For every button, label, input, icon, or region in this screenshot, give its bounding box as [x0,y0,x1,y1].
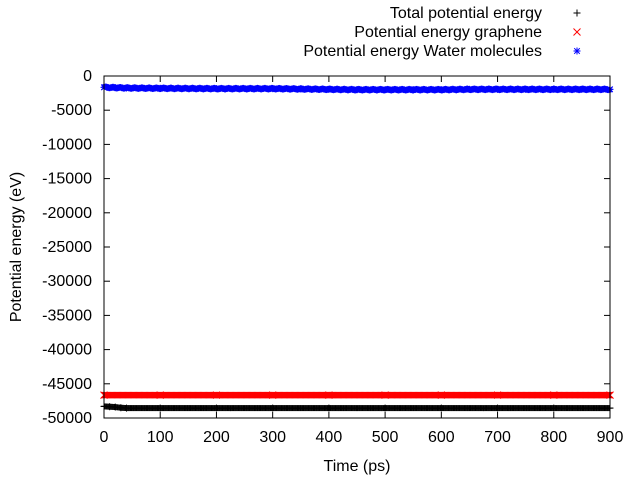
data-point [493,391,502,399]
legend-label: Potential energy graphene [354,24,542,41]
legend-item: Potential energy Water molecules [303,43,581,60]
legend: Total potential energy Potential energy g… [303,5,581,60]
data-point [297,85,305,93]
data-point [437,391,446,399]
series-star [100,83,614,94]
y-axis-title: Potential energy (eV) [8,172,25,322]
data-point [381,404,389,412]
y-tick-label: -20000 [42,205,92,222]
axis-ticks [103,75,611,419]
y-tick-label: -10000 [42,136,92,153]
data-point [111,84,119,92]
legend-marker [573,28,581,36]
data-point [465,85,473,93]
x-tick-label: 800 [540,429,567,446]
data-point [578,85,586,93]
legend-marker [573,47,581,55]
data-point [212,404,220,412]
axis-tick-labels: 0 -5000 -10000 -15000 -20000 -25000 -30000 -350… [42,68,623,446]
data-point [269,404,277,412]
data-point [325,391,333,399]
y-tick-label: -50000 [42,410,92,427]
data-point [381,86,389,94]
data-point [156,404,164,412]
plot-marks [100,83,614,412]
legend-item: Total potential energy [390,5,581,22]
data-point [522,85,530,93]
data-point [605,391,613,399]
series-cross [100,391,614,399]
y-tick-label: -25000 [42,239,92,256]
data-point [494,404,502,412]
data-point [325,85,333,93]
data-point [269,85,277,93]
data-point [325,404,333,412]
y-tick-label: -30000 [42,273,92,290]
y-tick-label: -5000 [51,102,92,119]
data-point [550,404,558,412]
data-point [212,85,220,93]
data-point [604,391,611,399]
data-point [212,391,221,399]
data-point [122,84,130,92]
data-point [437,86,445,94]
data-point [494,85,502,93]
legend-label: Potential energy Water molecules [303,43,542,60]
y-tick-label: -15000 [42,171,92,188]
data-point [381,391,389,399]
x-tick-label: 700 [484,429,511,446]
y-tick-label: 0 [83,68,92,85]
x-tick-label: 500 [372,429,399,446]
y-tick-label: -40000 [42,342,92,359]
data-point [156,391,165,399]
y-tick-label: -35000 [42,307,92,324]
data-point [268,391,277,399]
legend-item: Potential energy graphene [354,24,581,41]
x-axis-title: Time (ps) [324,458,391,475]
x-tick-label: 400 [316,429,343,446]
legend-marker [573,9,581,17]
data-point [122,404,130,412]
data-point [409,86,417,94]
x-tick-label: 200 [203,429,230,446]
x-tick-label: 0 [100,429,109,446]
x-tick-label: 100 [147,429,174,446]
data-point [437,404,445,412]
data-point [550,85,558,93]
x-tick-label: 600 [428,429,455,446]
legend-label: Total potential energy [390,5,542,22]
data-point [111,403,119,411]
data-point [549,391,558,399]
data-point [353,86,361,94]
x-tick-label: 900 [597,429,624,446]
x-tick-label: 300 [259,429,286,446]
data-point [156,84,164,92]
y-tick-label: -45000 [42,376,92,393]
